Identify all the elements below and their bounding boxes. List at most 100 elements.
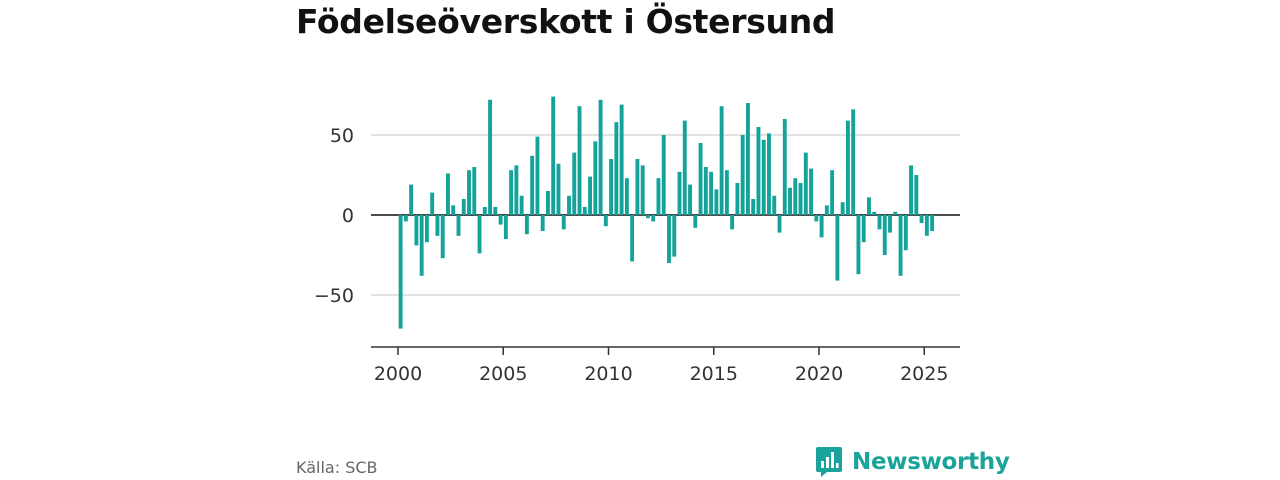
bar	[556, 163, 561, 215]
bar	[672, 215, 677, 257]
bar	[903, 215, 908, 251]
bar	[751, 199, 756, 215]
bar	[882, 215, 887, 255]
bar	[703, 167, 708, 215]
bar	[819, 215, 824, 238]
bar	[609, 159, 614, 215]
bar	[714, 189, 719, 215]
bar	[740, 135, 745, 215]
bar	[572, 152, 577, 215]
bar	[730, 215, 735, 230]
bar	[435, 215, 440, 236]
bar	[645, 215, 650, 219]
bar	[493, 207, 498, 215]
bar	[498, 215, 503, 225]
bar	[467, 170, 471, 215]
bar	[561, 215, 566, 230]
bar	[677, 171, 682, 215]
bar	[830, 170, 835, 215]
bar	[519, 195, 524, 215]
bar	[456, 215, 461, 236]
bar	[803, 152, 808, 215]
bar	[640, 165, 645, 215]
bar	[898, 215, 903, 276]
bar	[919, 215, 924, 223]
bar	[930, 215, 935, 231]
bar	[893, 211, 898, 215]
bar	[835, 215, 840, 281]
bar	[419, 215, 424, 276]
bar	[593, 141, 598, 215]
source-label: Källa: SCB	[296, 458, 378, 477]
bar	[430, 192, 435, 215]
bar	[698, 143, 703, 215]
bar	[756, 127, 761, 215]
bar	[914, 175, 919, 215]
bar	[735, 183, 740, 215]
bar	[635, 159, 640, 215]
bar	[656, 178, 661, 215]
bar	[709, 171, 714, 215]
bar	[461, 199, 466, 215]
bar	[688, 184, 692, 215]
bar	[719, 106, 724, 215]
bar-chart-speech-bubble-icon	[816, 447, 842, 477]
bar	[614, 122, 619, 215]
bar	[745, 103, 750, 215]
bar	[503, 215, 508, 239]
bar	[788, 187, 792, 215]
bar	[535, 136, 540, 215]
bar	[777, 215, 782, 233]
bar	[793, 178, 798, 215]
bar	[630, 215, 635, 262]
bar	[567, 195, 571, 215]
y-tick-label: 50	[330, 125, 354, 147]
x-tick-label: 2010	[584, 363, 632, 385]
bar	[551, 96, 556, 215]
bar	[661, 135, 666, 215]
y-axis-ticks: 50 0 −50	[314, 125, 354, 307]
bar	[667, 215, 671, 263]
bar	[724, 170, 729, 215]
bar	[588, 176, 592, 215]
chart-title: Födelseöverskott i Östersund	[296, 2, 836, 41]
bar	[403, 215, 408, 222]
bar	[598, 99, 603, 215]
bar	[824, 205, 829, 215]
bar	[546, 191, 550, 215]
bar	[840, 202, 845, 215]
x-axis: 2000 2005 2010 2015 2020 2025	[371, 346, 960, 385]
bar	[767, 133, 771, 215]
bar	[619, 104, 624, 215]
bar	[651, 215, 656, 222]
bar	[472, 167, 477, 215]
bar	[809, 168, 814, 215]
y-tick-label: 0	[342, 205, 354, 227]
brand-logo: Newsworthy	[815, 446, 1010, 478]
bar	[577, 106, 582, 215]
bar	[440, 215, 445, 259]
bar	[530, 155, 535, 215]
bar	[482, 207, 487, 215]
x-tick-label: 2025	[900, 363, 948, 385]
bar	[624, 178, 629, 215]
bar	[845, 120, 850, 215]
bar	[798, 183, 803, 215]
bar	[861, 215, 866, 243]
bar	[446, 173, 450, 215]
bar	[851, 109, 856, 215]
x-tick-label: 2000	[374, 363, 422, 385]
bar	[761, 139, 766, 215]
bar	[409, 184, 414, 215]
bar	[856, 215, 861, 275]
bar	[414, 215, 419, 246]
bar	[772, 195, 777, 215]
bar	[488, 99, 493, 215]
bar	[524, 215, 529, 235]
bar-series	[398, 96, 935, 329]
bar	[582, 207, 587, 215]
x-tick-label: 2005	[479, 363, 527, 385]
bar	[872, 211, 877, 215]
bar	[814, 215, 819, 222]
bar	[924, 215, 929, 236]
